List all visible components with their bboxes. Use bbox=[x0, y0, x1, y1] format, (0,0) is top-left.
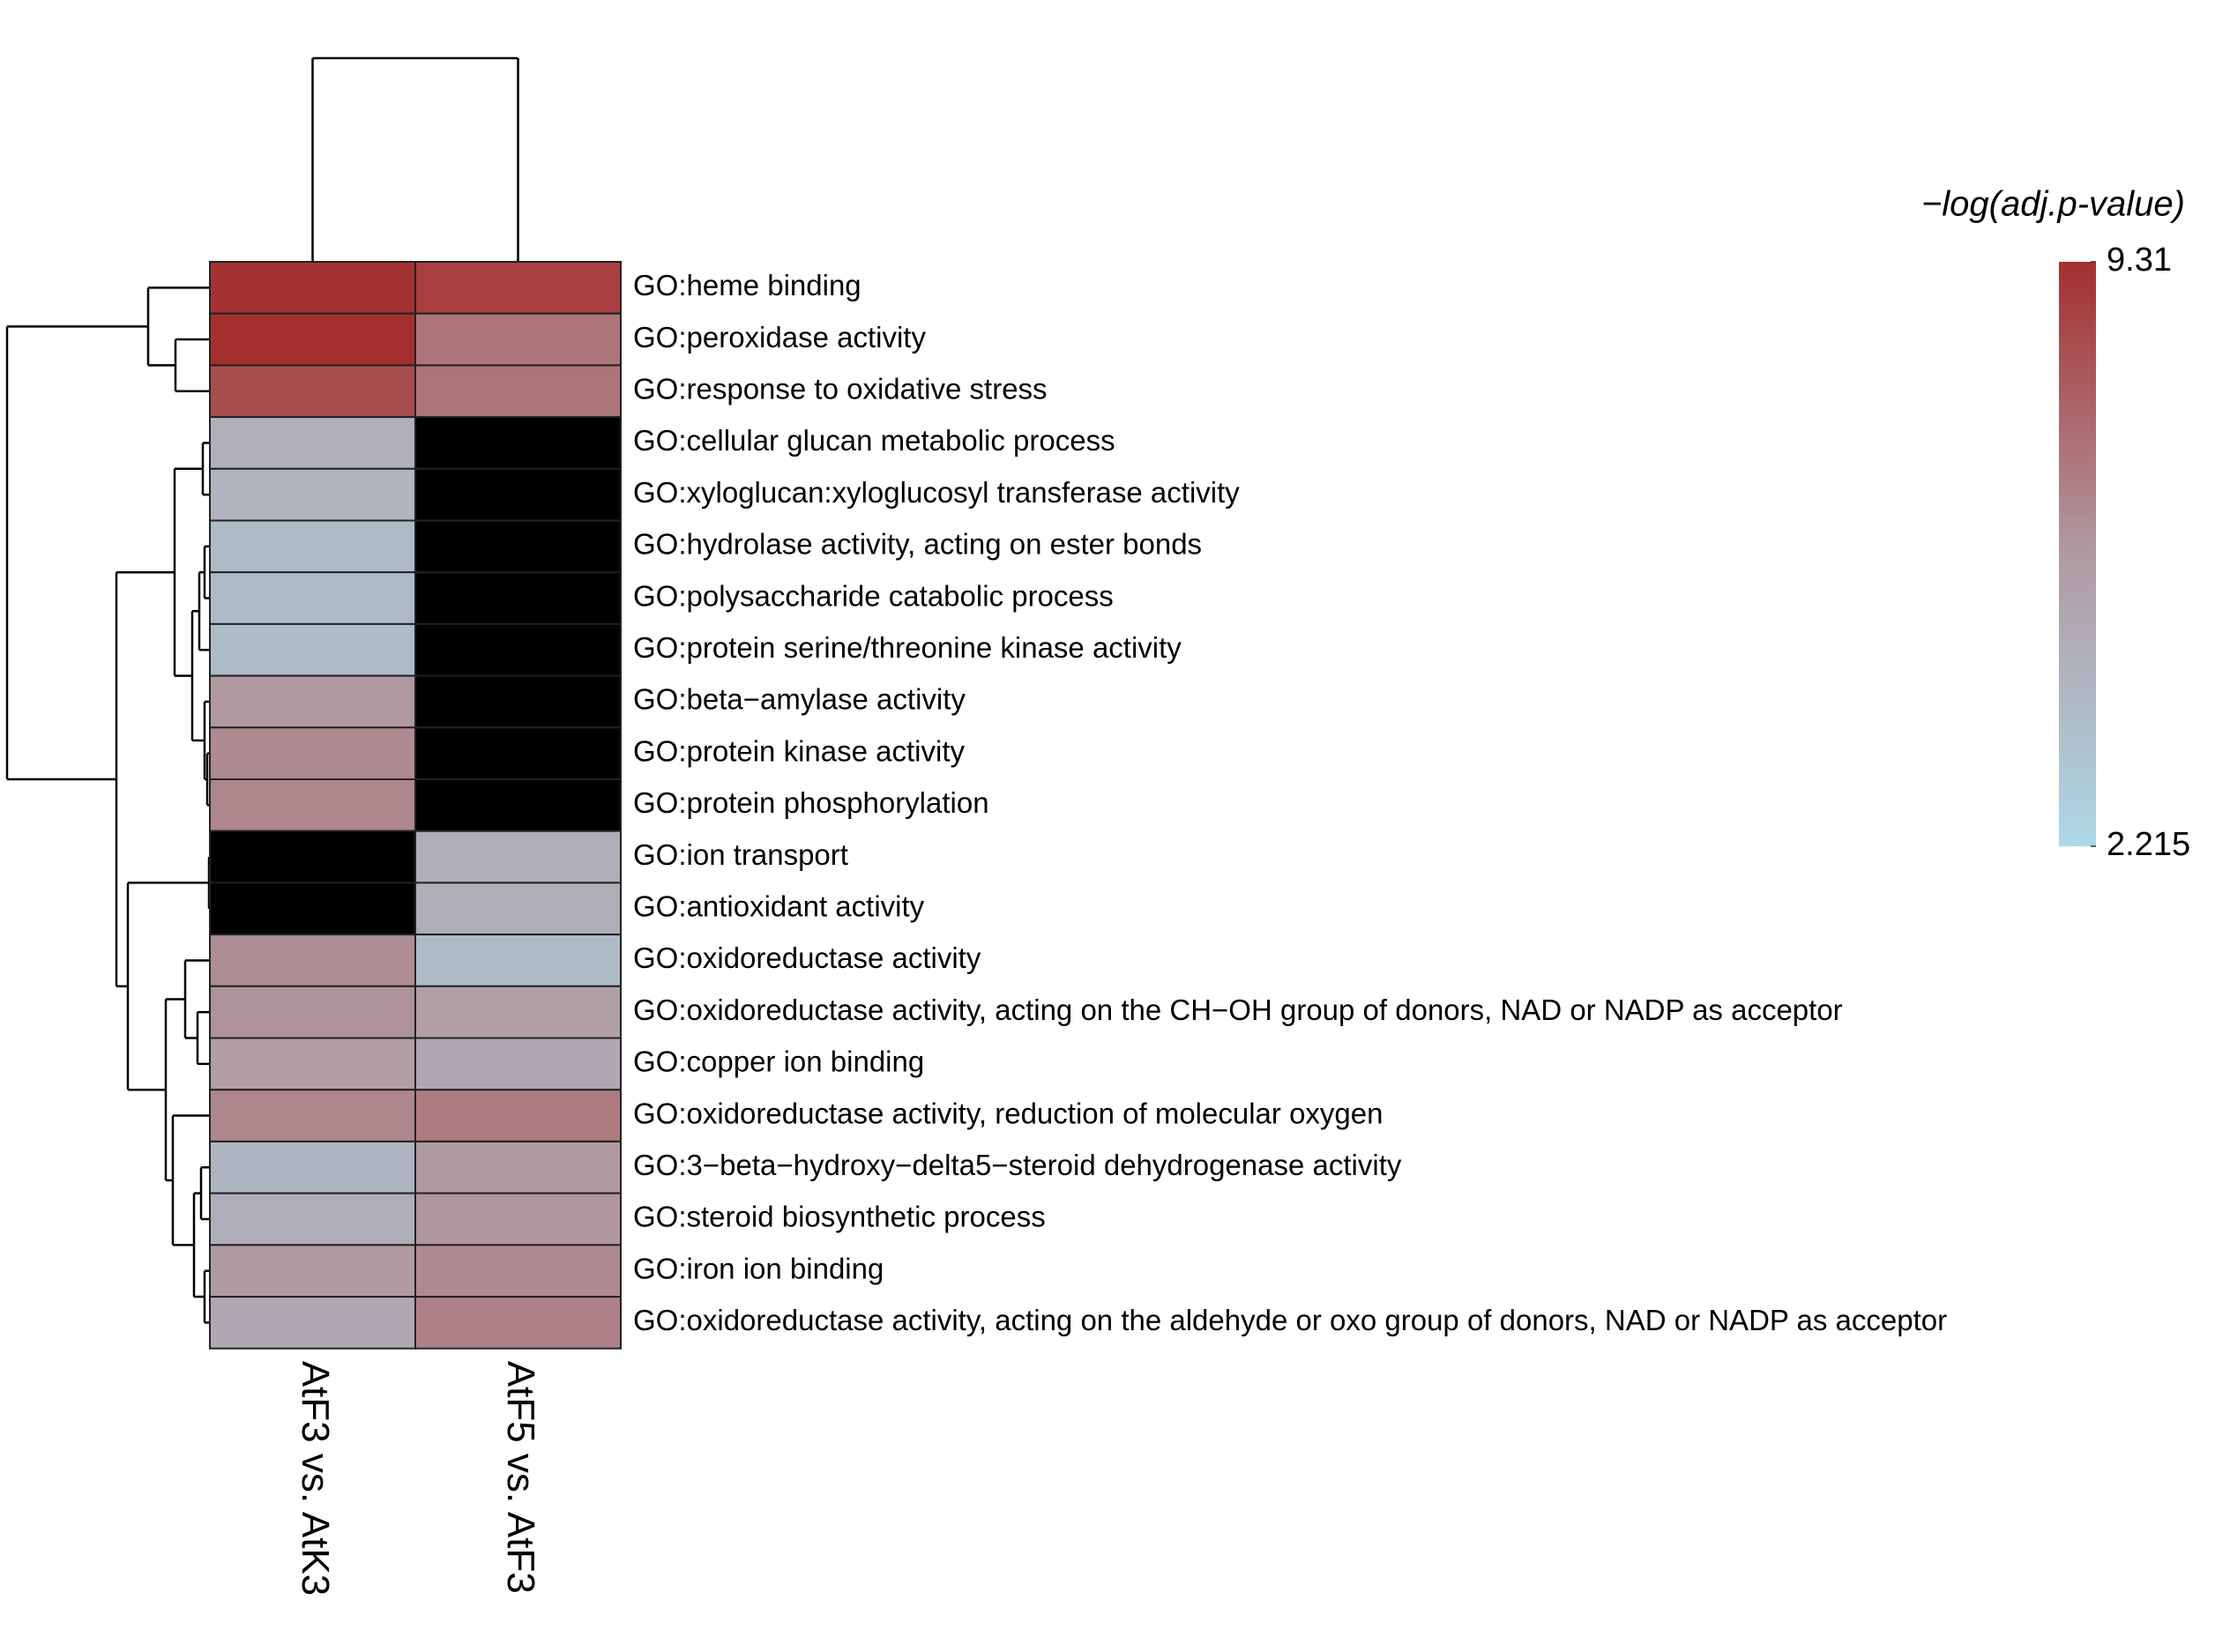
colorbar-tick-label: 9.31 bbox=[2107, 242, 2172, 279]
row-label: GO:protein phosphorylation bbox=[633, 786, 989, 819]
heatmap-cell bbox=[414, 1296, 622, 1350]
heatmap-cell bbox=[209, 364, 416, 419]
row-label: GO:protein serine/threonine kinase activ… bbox=[633, 631, 1182, 664]
row-label: GO:oxidoreductase activity, reduction of… bbox=[633, 1097, 1383, 1129]
heatmap-cell bbox=[414, 934, 622, 987]
heatmap-cell bbox=[414, 726, 622, 780]
row-label: GO:hydrolase activity, acting on ester b… bbox=[633, 528, 1202, 561]
heatmap-cell bbox=[209, 1244, 416, 1299]
row-label: GO:polysaccharide catabolic process bbox=[633, 579, 1114, 612]
heatmap-cell bbox=[209, 985, 416, 1039]
heatmap-cell bbox=[209, 1089, 416, 1142]
colorbar bbox=[2059, 262, 2096, 846]
heatmap-cell bbox=[414, 261, 622, 315]
dendrogram bbox=[5, 56, 519, 1324]
heatmap-cell bbox=[414, 1140, 622, 1194]
heatmap-cell bbox=[209, 1140, 416, 1194]
column-label: AtF5 vs. AtF3 bbox=[499, 1361, 542, 1594]
row-label: GO:peroxidase activity bbox=[633, 321, 926, 353]
heatmap-cell bbox=[414, 1089, 622, 1142]
heatmap-cell bbox=[414, 467, 622, 522]
row-label: GO:response to oxidative stress bbox=[633, 372, 1048, 405]
heatmap-cell bbox=[414, 416, 622, 470]
heatmap-cell bbox=[414, 312, 622, 367]
heatmap-cell bbox=[209, 1192, 416, 1246]
heatmap-cell bbox=[209, 416, 416, 470]
row-label: GO:steroid biosynthetic process bbox=[633, 1201, 1046, 1233]
row-label: GO:antioxidant activity bbox=[633, 889, 925, 922]
row-label: GO:heme binding bbox=[633, 269, 861, 301]
heatmap-cell bbox=[209, 830, 416, 884]
heatmap-cell bbox=[414, 1192, 622, 1246]
row-label: GO:oxidoreductase activity bbox=[633, 941, 981, 974]
heatmap-cell bbox=[209, 467, 416, 522]
heatmap-cell bbox=[209, 519, 416, 574]
row-label: GO:oxidoreductase activity, acting on th… bbox=[633, 993, 1843, 1026]
heatmap-cell bbox=[209, 882, 416, 936]
heatmap-cell bbox=[414, 571, 622, 625]
heatmap-cell bbox=[209, 312, 416, 367]
row-label: GO:protein kinase activity bbox=[633, 734, 965, 767]
heatmap-cell bbox=[209, 726, 416, 780]
heatmap-cell bbox=[414, 985, 622, 1039]
row-label: GO:copper ion binding bbox=[633, 1046, 924, 1078]
heatmap-cell bbox=[209, 1037, 416, 1091]
column-label: AtF3 vs. AtK3 bbox=[294, 1361, 337, 1596]
heatmap-cell bbox=[414, 674, 622, 729]
heatmap-cell bbox=[209, 261, 416, 315]
heatmap-cell bbox=[414, 622, 622, 677]
heatmap-cell bbox=[209, 778, 416, 832]
heatmap-cell bbox=[414, 519, 622, 574]
heatmap-cell bbox=[414, 364, 622, 419]
row-label: GO:oxidoreductase activity, acting on th… bbox=[633, 1304, 1947, 1336]
heatmap-cell bbox=[414, 882, 622, 936]
row-label: GO:cellular glucan metabolic process bbox=[633, 424, 1115, 457]
heatmap-cell bbox=[414, 778, 622, 832]
heatmap-cell bbox=[209, 934, 416, 987]
row-label: GO:iron ion binding bbox=[633, 1252, 884, 1284]
heatmap-cell bbox=[209, 674, 416, 729]
heatmap-cell bbox=[414, 1037, 622, 1091]
colorbar-title: −log(adj.p-value) bbox=[1921, 185, 2185, 224]
colorbar-tick-label: 2.215 bbox=[2107, 826, 2190, 863]
row-label: GO:ion transport bbox=[633, 838, 848, 871]
row-label: GO:beta−amylase activity bbox=[633, 683, 966, 716]
heatmap-cell bbox=[209, 622, 416, 677]
row-label: GO:3−beta−hydroxy−delta5−steroid dehydro… bbox=[633, 1149, 1402, 1181]
heatmap-cell bbox=[414, 1244, 622, 1299]
heatmap-cell bbox=[414, 830, 622, 884]
heatmap-cell bbox=[209, 1296, 416, 1350]
heatmap-cell bbox=[209, 571, 416, 625]
row-label: GO:xyloglucan:xyloglucosyl transferase a… bbox=[633, 476, 1240, 509]
